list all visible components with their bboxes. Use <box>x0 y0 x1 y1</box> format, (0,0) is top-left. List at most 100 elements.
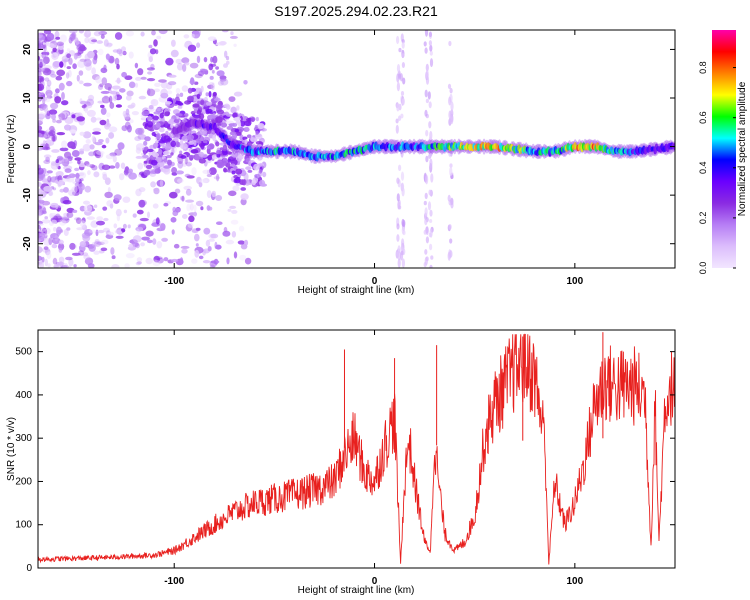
heatmap-cell <box>77 183 85 191</box>
heatmap-cell <box>175 140 180 148</box>
heatmap-cell <box>44 52 50 56</box>
heatmap-cell <box>147 239 153 244</box>
heatmap-cell <box>51 52 59 60</box>
heatmap-cell <box>111 264 120 268</box>
heatmap-cell <box>86 163 92 167</box>
heatmap-cell <box>85 139 91 144</box>
heatmap-cell <box>51 219 57 224</box>
heatmap-cell <box>173 119 180 124</box>
heatmap-cell <box>55 88 60 94</box>
heatmap-cell <box>115 162 120 169</box>
heatmap-cell <box>64 124 72 131</box>
heatmap-cell <box>146 78 156 82</box>
heatmap-cell <box>46 79 52 87</box>
heatmap-cell <box>38 182 42 187</box>
heatmap-cell <box>151 30 156 36</box>
heatmap-cell <box>140 242 146 247</box>
heatmap-cell <box>209 167 217 176</box>
heatmap-cell <box>448 96 452 106</box>
heatmap-cell <box>71 31 77 40</box>
heatmap-cell <box>396 82 400 92</box>
heatmap-cell <box>115 79 122 83</box>
heatmap-cell <box>215 105 223 110</box>
heatmap-cell <box>135 76 142 81</box>
heatmap-cell <box>38 58 47 67</box>
heatmap-cell <box>219 78 227 82</box>
heatmap-cell <box>167 159 172 166</box>
heatmap-cell <box>184 61 190 66</box>
heatmap-cell <box>170 152 174 156</box>
heatmap-cell <box>83 254 90 260</box>
heatmap-cell <box>232 185 240 192</box>
heatmap-cell <box>38 43 41 48</box>
heatmap-cell <box>176 62 184 71</box>
heatmap-cell <box>38 199 45 204</box>
heatmap-cell <box>83 58 92 67</box>
heatmap-cell <box>238 225 245 232</box>
heatmap-cell <box>41 96 48 101</box>
heatmap-cell <box>60 265 68 268</box>
heatmap-cell <box>194 87 202 93</box>
heatmap-cell <box>225 239 235 245</box>
heatmap-cell <box>227 158 232 163</box>
heatmap-cell <box>100 107 107 115</box>
heatmap-cell <box>135 261 142 266</box>
heatmap-cell <box>100 90 110 94</box>
heatmap-cell <box>125 108 130 116</box>
heatmap-cell <box>103 227 110 233</box>
heatmap-cell <box>425 63 429 72</box>
heatmap-cell <box>211 69 215 74</box>
heatmap-cell <box>214 97 221 102</box>
heatmap-cell <box>57 204 64 208</box>
heatmap-cell <box>230 106 237 114</box>
heatmap-cell <box>105 154 114 160</box>
heatmap-cell <box>198 181 203 188</box>
heatmap-cell <box>233 43 237 47</box>
heatmap-cell <box>68 57 73 65</box>
heatmap-cell <box>196 42 201 48</box>
heatmap-cell <box>82 143 92 152</box>
heatmap-cell <box>396 223 400 230</box>
heatmap-cell <box>70 145 76 150</box>
heatmap-cell <box>205 108 213 113</box>
heatmap-cell <box>255 141 263 145</box>
spectrogram-frame <box>37 29 676 269</box>
heatmap-cell <box>177 161 184 169</box>
heatmap-cell <box>187 87 193 94</box>
heatmap-cell <box>211 190 217 198</box>
heatmap-cell <box>101 164 111 171</box>
heatmap-cell <box>74 157 82 161</box>
heatmap-cell <box>105 53 110 60</box>
heatmap-cell <box>395 124 399 134</box>
heatmap-cell <box>49 125 55 132</box>
heatmap-cell <box>66 53 71 58</box>
heatmap-cell <box>48 237 53 246</box>
heatmap-cell <box>169 191 178 199</box>
heatmap-cell <box>170 140 176 148</box>
heatmap-cell <box>108 231 115 236</box>
heatmap-cell <box>66 227 71 231</box>
heatmap-cell <box>43 246 49 251</box>
heatmap-cell <box>107 187 111 193</box>
heatmap-cell <box>66 155 74 159</box>
heatmap-cell <box>46 170 53 174</box>
heatmap-cell <box>207 36 217 41</box>
heatmap-cell <box>219 41 227 46</box>
heatmap-cell <box>212 112 216 119</box>
heatmap-cell <box>234 129 240 133</box>
heatmap-cell <box>149 170 157 174</box>
heatmap-cell <box>134 242 140 249</box>
heatmap-cell <box>242 136 248 140</box>
heatmap-cell <box>121 71 127 78</box>
heatmap-cell <box>95 76 102 84</box>
heatmap-cell <box>101 144 107 149</box>
heatmap-cell <box>185 199 195 203</box>
heatmap-cell <box>147 71 153 75</box>
heatmap-cell <box>78 30 84 34</box>
heatmap-cell <box>156 179 166 187</box>
heatmap-cell <box>173 243 180 249</box>
heatmap-cell <box>180 142 188 150</box>
heatmap-cell <box>92 127 102 132</box>
heatmap-cell <box>43 132 50 139</box>
